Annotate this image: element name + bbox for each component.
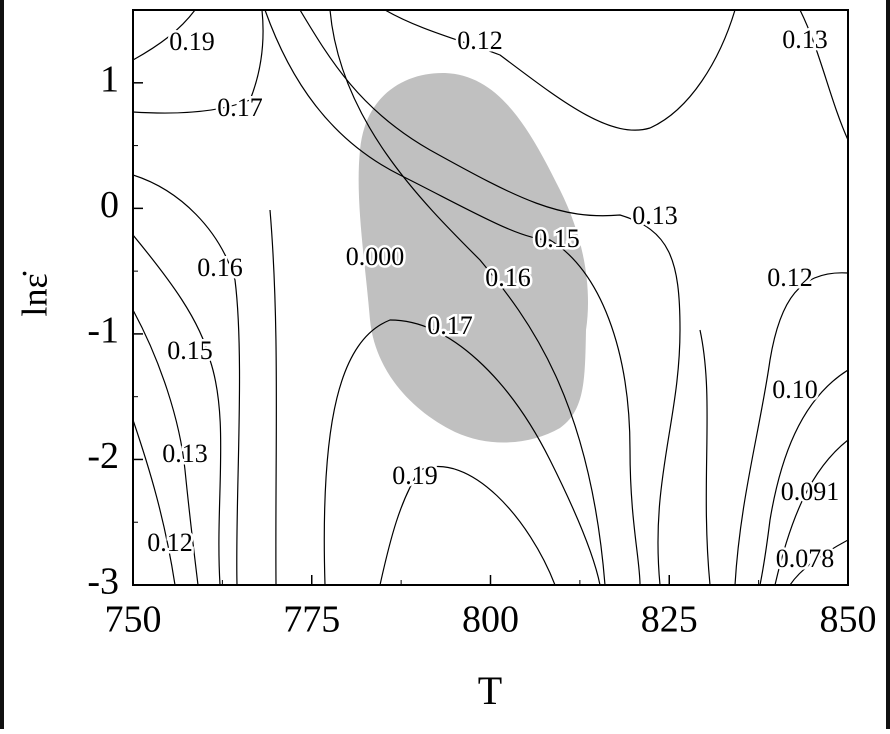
x-axis-label: T — [478, 668, 502, 713]
contour-label: 0.19 — [169, 27, 215, 56]
contour-label: 0.13 — [632, 201, 678, 230]
domain-region — [358, 72, 589, 443]
y-tick-label: -2 — [87, 435, 119, 477]
contour-lines — [133, 10, 848, 585]
contour-label: 0.15 — [534, 224, 580, 253]
contour-label: 0.078 — [776, 544, 835, 573]
contour-label: 0.17 — [427, 311, 473, 340]
contour-label: 0.13 — [162, 439, 208, 468]
contour-label: 0.19 — [392, 461, 438, 490]
contour-label: 0.12 — [767, 263, 813, 292]
contour-label: 0.16 — [197, 253, 243, 282]
plot-area — [133, 10, 848, 585]
contour-label: 0.16 — [485, 263, 531, 292]
contour-label: 0.000 — [346, 242, 405, 271]
y-tick-label: 1 — [100, 59, 119, 101]
contour-label: 0.15 — [167, 336, 213, 365]
x-tick-label: 850 — [820, 599, 877, 641]
x-tick-label: 750 — [105, 599, 162, 641]
y-tick-label: 0 — [100, 184, 119, 226]
contour-label: 0.091 — [781, 477, 840, 506]
y-tick-label: -1 — [87, 310, 119, 352]
contour-label: 0.17 — [217, 93, 263, 122]
x-tick-label: 775 — [283, 599, 340, 641]
frame-edge — [886, 0, 890, 729]
contour-label: 0.12 — [457, 26, 503, 55]
y-tick-label: -3 — [87, 561, 119, 603]
frame-edge — [0, 0, 4, 729]
x-tick-label: 825 — [641, 599, 698, 641]
contour-label: 0.10 — [772, 375, 818, 404]
contour-label: 0.12 — [147, 528, 193, 557]
contour-label: 0.13 — [782, 25, 828, 54]
y-axis-label: lnε̇ — [14, 271, 54, 316]
x-tick-label: 800 — [462, 599, 519, 641]
